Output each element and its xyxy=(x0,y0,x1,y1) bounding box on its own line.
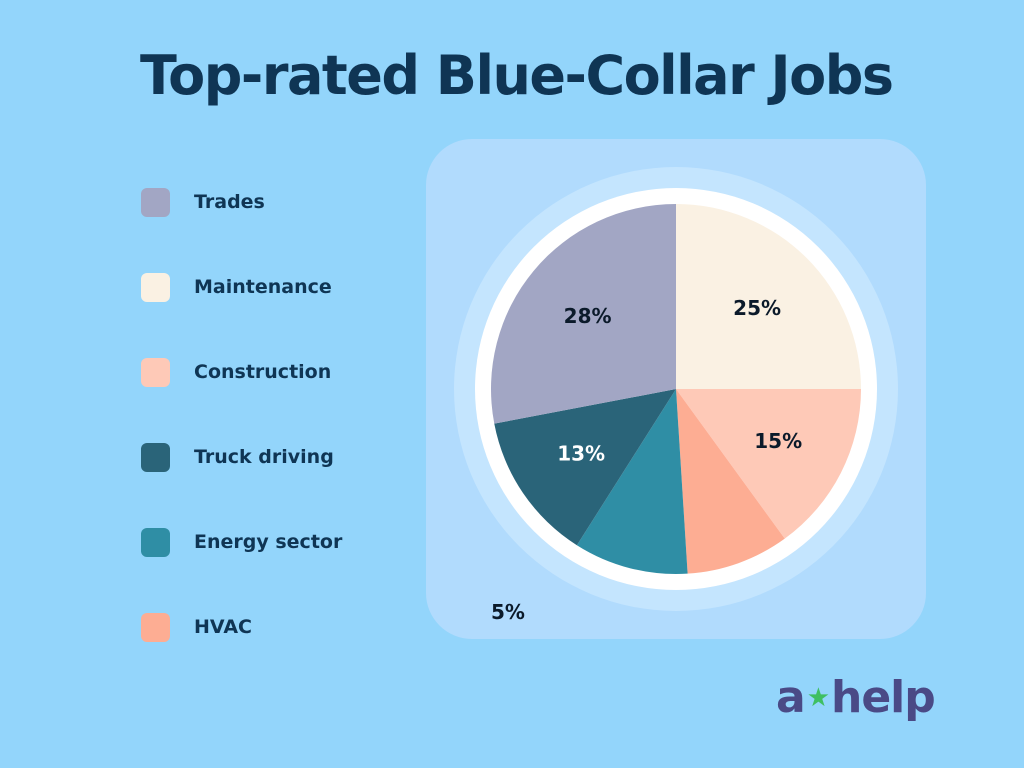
legend-swatch xyxy=(141,273,170,302)
logo-text-right: help xyxy=(831,672,936,723)
legend-label: HVAC xyxy=(194,616,252,638)
slice-value-label: 25% xyxy=(733,296,781,320)
legend-label: Energy sector xyxy=(194,531,343,553)
legend-item-construction: Construction xyxy=(141,358,401,388)
pie-slice-energy-sector xyxy=(576,389,688,574)
pie-slice-construction xyxy=(676,389,861,539)
legend-label: Maintenance xyxy=(194,276,332,298)
pie-slice-truck-driving xyxy=(494,389,676,546)
pie-slice-hvac xyxy=(676,389,785,574)
pie-slice-labels: 25% 15% 13% 28% xyxy=(557,296,802,466)
slice-value-label: 28% xyxy=(564,304,612,328)
legend-label: Trades xyxy=(194,191,265,213)
pie-chart: 25% 15% 13% 28% 5% xyxy=(454,167,898,624)
legend-swatch xyxy=(141,528,170,557)
legend-swatch xyxy=(141,443,170,472)
brand-logo: a ★ help xyxy=(776,672,936,723)
legend-swatch xyxy=(141,613,170,642)
star-icon: ★ xyxy=(806,682,830,713)
legend-swatch xyxy=(141,188,170,217)
slice-value-label: 15% xyxy=(754,429,802,453)
legend-item-energy-sector: Energy sector xyxy=(141,528,401,558)
legend-item-hvac: HVAC xyxy=(141,613,401,643)
slice-value-label: 13% xyxy=(557,441,605,465)
legend-item-trades: Trades xyxy=(141,188,401,218)
chart-title: Top-rated Blue-Collar Jobs xyxy=(140,44,894,107)
legend-label: Truck driving xyxy=(194,446,334,468)
legend-swatch xyxy=(141,358,170,387)
logo-text-left: a xyxy=(776,672,806,723)
pie-panel: 25% 15% 13% 28% 5% xyxy=(426,139,926,639)
annotation-label: 5% xyxy=(491,600,525,624)
legend-item-truck-driving: Truck driving xyxy=(141,443,401,473)
pie-slice-trades xyxy=(491,204,676,424)
legend-label: Construction xyxy=(194,361,332,383)
pie-slice-maintenance xyxy=(676,204,861,389)
pie-slices xyxy=(491,204,861,574)
legend-item-maintenance: Maintenance xyxy=(141,273,401,303)
